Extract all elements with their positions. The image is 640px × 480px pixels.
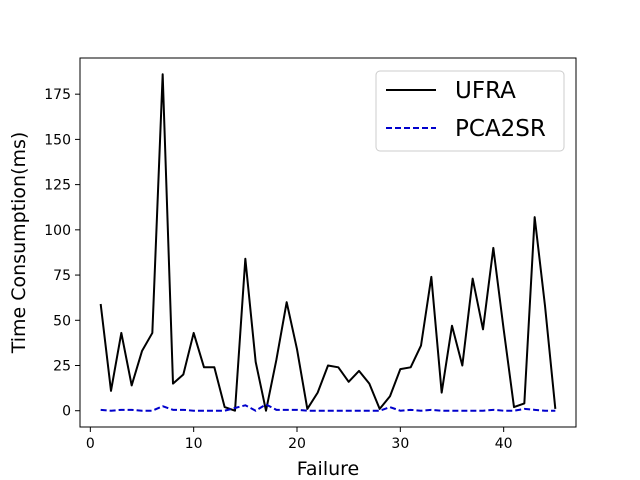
y-axis-label: Time Consumption(ms) bbox=[8, 132, 30, 355]
y-tick-label: 175 bbox=[44, 87, 71, 103]
y-axis-ticks: 0 25 50 75 100 125 150 175 bbox=[44, 87, 80, 420]
y-tick-label: 150 bbox=[44, 132, 71, 148]
plot-frame bbox=[79, 57, 577, 428]
y-tick-label: 25 bbox=[53, 359, 71, 375]
y-tick-label: 100 bbox=[44, 223, 71, 239]
legend: UFRA PCA2SR bbox=[375, 70, 565, 152]
y-tick-label: 50 bbox=[53, 313, 71, 329]
series-layer bbox=[99, 73, 557, 412]
x-tick-label: 40 bbox=[495, 436, 513, 452]
series-line-ufra bbox=[99, 73, 557, 412]
x-tick-label: 30 bbox=[391, 436, 409, 452]
x-axis-label: Failure bbox=[297, 458, 360, 480]
y-tick-label: 0 bbox=[62, 404, 71, 420]
x-tick-label: 20 bbox=[288, 436, 306, 452]
x-axis-ticks: 0 10 20 30 40 bbox=[86, 427, 513, 452]
x-tick-label: 10 bbox=[185, 436, 203, 452]
x-tick-label: 0 bbox=[86, 436, 95, 452]
y-tick-label: 125 bbox=[44, 178, 71, 194]
legend-label-ufra: UFRA bbox=[455, 78, 516, 104]
legend-label-pca2sr: PCA2SR bbox=[455, 116, 546, 142]
series-line-pca2sr bbox=[100, 403, 556, 412]
y-tick-label: 75 bbox=[53, 268, 71, 284]
